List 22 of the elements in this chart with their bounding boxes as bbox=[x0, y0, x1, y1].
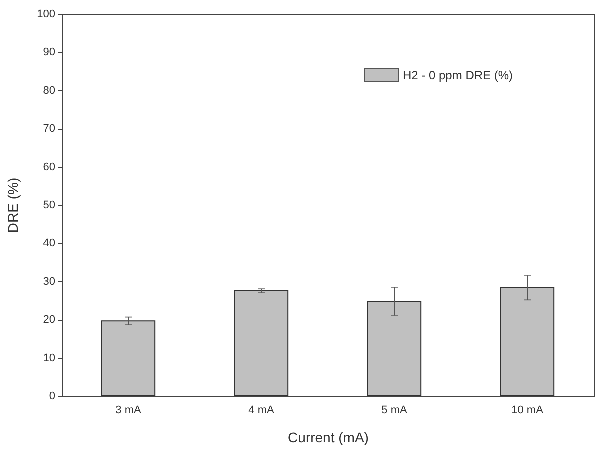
y-tick-label: 60 bbox=[43, 161, 56, 174]
x-tick-label: 3 mA bbox=[116, 404, 142, 416]
y-tick-label: 80 bbox=[43, 84, 56, 97]
y-tick-label: 40 bbox=[43, 238, 56, 250]
bar bbox=[367, 301, 422, 396]
y-tick-label: 50 bbox=[43, 200, 56, 212]
y-axis-title: DRE (%) bbox=[5, 178, 22, 234]
y-tick-label: 70 bbox=[43, 123, 56, 136]
y-tick-label: 100 bbox=[37, 8, 56, 20]
bar bbox=[500, 287, 555, 396]
x-tick-label: 4 mA bbox=[248, 404, 275, 416]
bar bbox=[101, 320, 156, 396]
y-tick-label: 20 bbox=[43, 314, 56, 326]
bar bbox=[234, 290, 289, 396]
x-axis-title: Current (mA) bbox=[288, 430, 369, 446]
x-tick-label: 5 mA bbox=[382, 404, 408, 416]
x-tick-label: 10 mA bbox=[512, 404, 544, 416]
y-tick-label: 90 bbox=[43, 46, 56, 59]
y-tick-label: 0 bbox=[49, 390, 56, 402]
legend-label: H2 - 0 ppm DRE (%) bbox=[403, 68, 514, 82]
y-tick-label: 10 bbox=[43, 352, 56, 364]
y-tick-label: 30 bbox=[43, 276, 56, 288]
